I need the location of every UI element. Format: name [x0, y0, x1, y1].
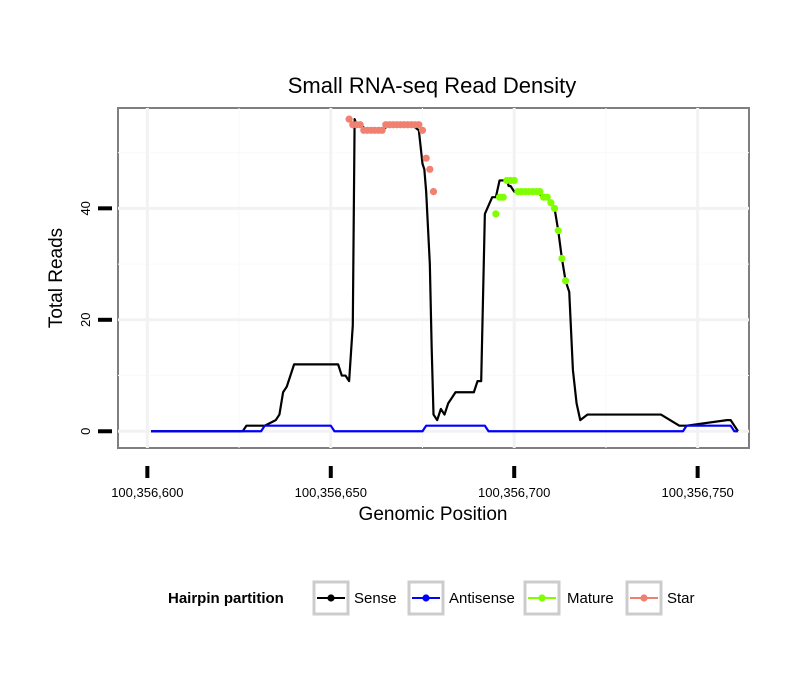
x-tick-label: 100,356,650	[295, 485, 367, 500]
series-line-antisense	[151, 424, 738, 433]
y-tick-label: 40	[78, 201, 93, 215]
chart-title: Small RNA-seq Read Density	[288, 73, 577, 98]
data-point-mature	[543, 193, 551, 201]
data-point-star	[418, 126, 427, 134]
y-axis: 0 20 40	[78, 201, 112, 435]
data-point-star	[415, 121, 423, 129]
data-point-star	[426, 165, 434, 173]
legend-label-star: Star	[667, 590, 695, 607]
x-tick-label: 100,356,750	[661, 485, 733, 500]
x-tick-label: 100,356,600	[111, 485, 183, 500]
legend-key-point-mature	[538, 594, 546, 602]
legend-key-point-star	[640, 594, 648, 602]
data-point-mature	[550, 204, 559, 212]
data-point-mature	[492, 210, 500, 218]
data-point-mature	[510, 176, 518, 185]
legend-label-mature: Mature	[567, 590, 614, 607]
data-point-mature	[561, 277, 570, 285]
data-point-star	[422, 154, 430, 162]
series-points	[345, 115, 570, 285]
grid-major	[118, 108, 749, 448]
y-tick-label: 20	[78, 313, 93, 327]
data-point-mature	[499, 193, 507, 201]
data-point-star	[378, 126, 386, 134]
x-tick-label: 100,356,700	[478, 485, 550, 500]
series-lines	[151, 118, 739, 433]
x-axis: 100,356,600 100,356,650 100,356,700 100,356…	[111, 466, 734, 500]
legend-label-antisense: Antisense	[449, 590, 515, 607]
data-point-mature	[554, 227, 562, 235]
legend: Hairpin partition Sense Antisense Mature St…	[168, 580, 695, 616]
legend-label-sense: Sense	[354, 590, 397, 607]
y-axis-title: Total Reads	[46, 228, 67, 328]
legend-title: Hairpin partition	[168, 590, 284, 607]
legend-key-point-sense	[327, 594, 335, 602]
data-point-mature	[536, 188, 544, 196]
data-point-star	[345, 115, 353, 123]
data-point-mature	[547, 199, 555, 207]
data-point-star	[356, 121, 364, 129]
y-tick-label: 0	[78, 428, 93, 435]
series-line-sense	[151, 118, 739, 433]
x-axis-title: Genomic Position	[359, 504, 508, 525]
data-point-star	[429, 188, 438, 196]
legend-key-point-antisense	[422, 594, 430, 602]
data-point-mature	[558, 254, 566, 263]
